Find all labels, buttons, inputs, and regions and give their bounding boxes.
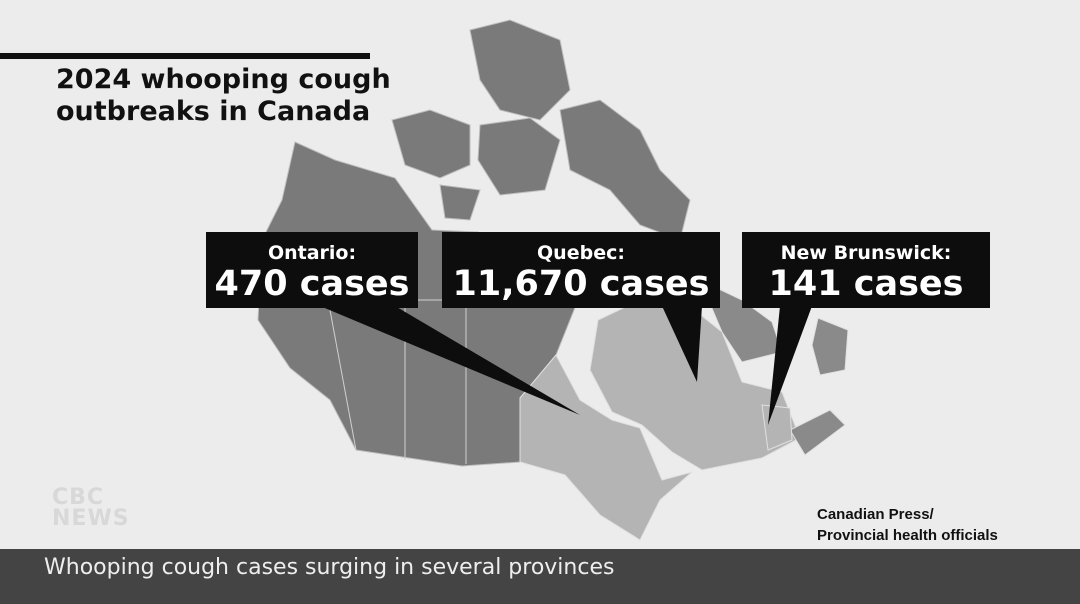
ontario-region [519, 354, 693, 541]
source-line-1: Canadian Press/ [817, 506, 934, 523]
source-credit: Canadian Press/ Provincial health offici… [817, 504, 998, 546]
new-brunswick-callout-pointer [768, 306, 812, 425]
callout-value: 141 cases [768, 264, 964, 304]
callout-value: 470 cases [214, 264, 410, 304]
title-line-1: 2024 whooping cough [56, 64, 391, 95]
ticker-headline: Whooping cough cases surging in several … [44, 555, 615, 580]
source-line-2: Provincial health officials [817, 527, 998, 544]
callout-label: Quebec: [537, 242, 625, 264]
callout-value: 11,670 cases [452, 264, 710, 304]
title-line-2: outbreaks in Canada [56, 96, 371, 127]
callout-label: New Brunswick: [780, 242, 952, 264]
quebec-callout: Quebec: 11,670 cases [442, 232, 720, 308]
logo-line: NEWS [52, 506, 130, 531]
page-title: 2024 whooping cough outbreaks in Canada [56, 64, 391, 128]
callout-label: Ontario: [267, 242, 357, 264]
news-ticker: Whooping cough cases surging in several … [0, 549, 1080, 604]
logo-line: CBC [52, 485, 105, 510]
ontario-callout-pointer [320, 306, 580, 415]
new-brunswick-callout: New Brunswick: 141 cases [742, 232, 990, 308]
title-rule [0, 53, 370, 59]
cbc-news-logo: CBC NEWS [52, 485, 130, 531]
ontario-callout: Ontario: 470 cases [206, 232, 418, 308]
western-northern-regions [257, 19, 691, 467]
quebec-callout-pointer [662, 306, 702, 382]
